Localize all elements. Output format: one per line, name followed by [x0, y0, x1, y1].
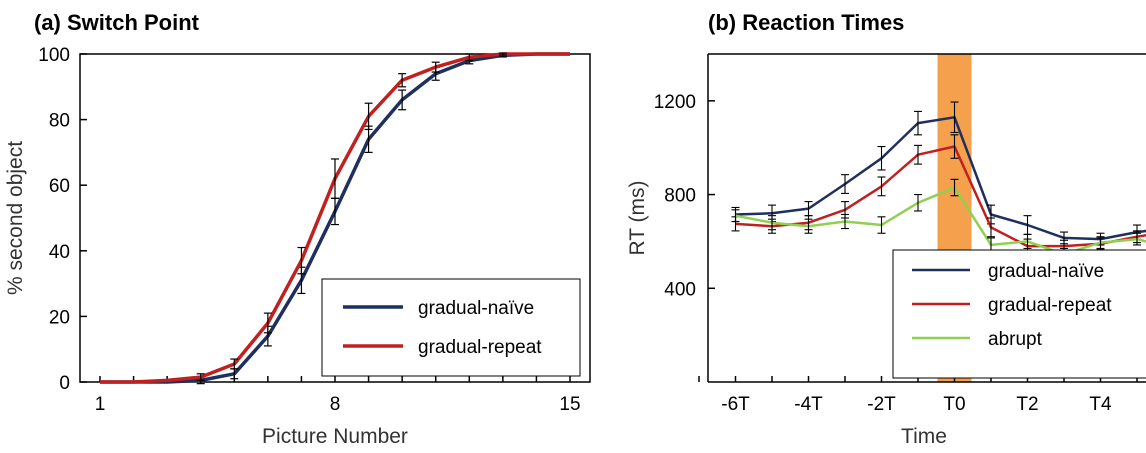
x-tick-label: 1 [95, 394, 106, 415]
y-tick-label: 400 [664, 279, 696, 300]
y-tick-label: 80 [49, 111, 70, 132]
error-bar [841, 174, 849, 194]
y-tick-label: 20 [49, 307, 70, 328]
series-gradual-naive [100, 52, 570, 385]
legend-label-gradual-naive: gradual-naïve [418, 298, 534, 319]
y-tick-label: 1200 [654, 92, 696, 113]
error-bar [950, 178, 959, 197]
x-tick-label: -6T [721, 394, 750, 415]
error-bar [914, 110, 922, 136]
legend-label-gradual-repeat: gradual-repeat [418, 337, 542, 358]
error-bar [950, 134, 959, 159]
series-line [735, 145, 1146, 248]
error-bar [877, 176, 886, 197]
error-bar [297, 246, 306, 275]
legend-label-gradual-naive: gradual-naïve [988, 261, 1104, 282]
panel-b-title: (b) Reaction Times [708, 10, 904, 35]
y-tick-label: 40 [49, 242, 70, 263]
error-bar [398, 89, 407, 111]
error-bar [331, 158, 339, 199]
error-bar [768, 215, 776, 231]
x-tick-label: -2T [867, 394, 896, 415]
y-tick-label: 800 [664, 186, 696, 207]
error-bar [914, 194, 922, 212]
panel-b-legend: gradual-naïve gradual-repeat abrupt [892, 249, 1146, 379]
series-abrupt [731, 178, 1146, 261]
x-tick-label: -4T [794, 394, 823, 415]
panel-a-y-ticks: 0 20 40 60 80 100 [38, 45, 87, 394]
legend-label-gradual-repeat: gradual-repeat [988, 295, 1112, 316]
panel-b-x-axis-label: Time [901, 425, 947, 448]
y-tick-label: 0 [59, 373, 70, 394]
error-bar [841, 213, 849, 230]
error-bar [914, 144, 922, 165]
error-bar [804, 218, 813, 234]
error-bar [1023, 233, 1032, 250]
error-bar [465, 53, 474, 62]
panel-a-legend: gradual-naïve gradual-repeat [321, 278, 581, 377]
series-line [735, 186, 1146, 256]
error-bar [877, 216, 886, 234]
panel-a-title: (a) Switch Point [34, 10, 200, 35]
panel-b-y-ticks: 400 800 1200 [654, 92, 715, 300]
series-line [735, 116, 1146, 241]
error-bar [1096, 236, 1105, 250]
error-bar [196, 373, 205, 381]
series-gradual-repeat [100, 52, 570, 384]
y-tick-label: 100 [38, 45, 70, 66]
y-tick-label: 60 [49, 176, 70, 197]
panel-a-series [100, 52, 570, 385]
error-bar [987, 217, 995, 238]
error-bar [498, 52, 507, 56]
legend-label-abrupt: abrupt [988, 329, 1043, 350]
error-bar [731, 209, 740, 223]
x-tick-label: 15 [559, 394, 580, 415]
error-bar [230, 358, 239, 370]
error-bar [1133, 232, 1141, 246]
panel-b-series [731, 101, 1146, 261]
error-bar [950, 101, 959, 134]
x-tick-label: T2 [1016, 394, 1038, 415]
error-bar [877, 145, 886, 171]
error-bar [263, 312, 272, 334]
panel-a-x-axis-label: Picture Number [262, 425, 408, 448]
panel-a-y-axis-label: % second object [4, 141, 27, 295]
x-tick-label: 8 [330, 394, 341, 415]
x-tick-label: T4 [1089, 394, 1112, 415]
error-bar [398, 73, 407, 88]
panel-a-x-ticks: 1 8 15 [95, 376, 581, 415]
error-bar [364, 102, 373, 131]
x-tick-label: T0 [943, 394, 965, 415]
error-bar [431, 61, 440, 73]
panel-b-y-axis-label: RT (ms) [626, 180, 649, 255]
